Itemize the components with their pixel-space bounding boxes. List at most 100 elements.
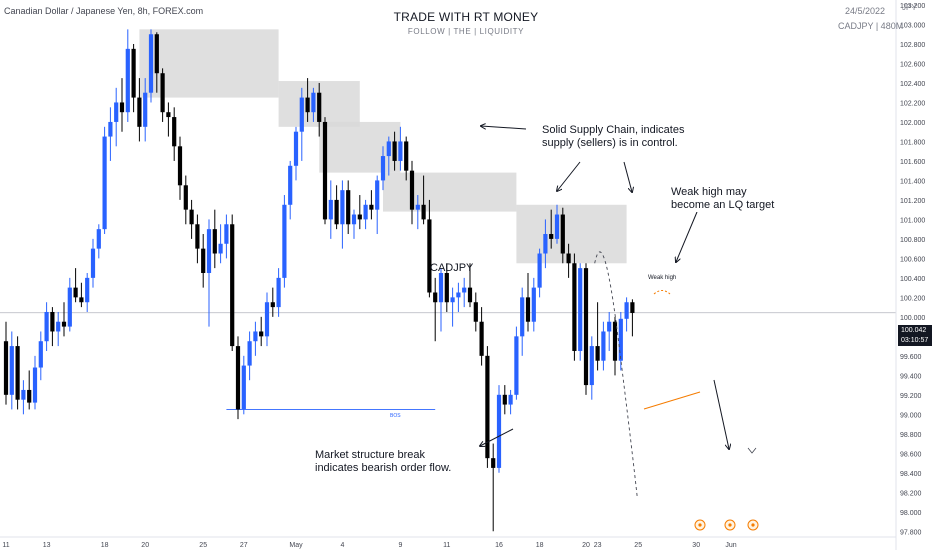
weak-high-note[interactable]: Weak high may become an LQ target [669,186,777,212]
candle-body [44,311,49,342]
candle-body [409,170,415,210]
candle [630,299,635,337]
candle-body [485,355,490,459]
candle-body [525,297,531,322]
candle-body [230,224,235,347]
candle [537,248,542,298]
candle-body [73,287,78,298]
candle-body [322,121,328,220]
candle [496,385,502,473]
candle-body [218,243,223,254]
candle [502,385,507,415]
y-tick-label: 101.800 [900,139,925,146]
candle-body [560,214,565,254]
candle-body [125,48,130,113]
candle [467,263,473,308]
candle-body [276,277,281,308]
candle [334,185,339,230]
candle [525,273,531,332]
candle [305,78,310,122]
candle-body [293,131,299,166]
y-tick-label: 101.000 [900,217,925,224]
y-tick-label: 97.800 [900,529,922,536]
candle [148,29,154,103]
event-icons[interactable] [694,519,759,531]
x-tick-label: 25 [199,542,207,549]
market-structure-note[interactable]: Market structure break indicates bearish… [313,449,454,475]
candle [119,78,125,132]
y-tick-label: 101.400 [900,178,925,185]
candle [427,199,432,298]
supply-zones [139,29,627,264]
chart-subtitle: FOLLOW | THE | LIQUIDITY [407,27,525,36]
y-tick-label: 103.000 [900,22,925,29]
weak-high-label: Weak high [648,275,677,281]
candle-body [351,214,357,225]
candle [485,346,490,468]
candle-body [241,365,246,410]
projection-dashed-arrowhead [747,447,757,454]
candle-body [438,273,444,303]
candle [479,307,484,366]
y-tick-label: 100.200 [900,295,925,302]
candle-body [259,331,264,337]
candle [195,214,200,264]
x-tick-label: 13 [43,542,51,549]
candle [9,331,14,410]
candle [601,321,606,371]
y-tick-label: 98.000 [900,510,922,517]
candle-body [467,287,473,303]
supply-chain-note[interactable]: Solid Supply Chain, indicates supply (se… [540,124,687,150]
candle-body [177,146,183,186]
y-tick-label: 102.000 [900,120,925,127]
candle-body [578,268,583,351]
candle-body [253,331,258,342]
candle [380,146,386,191]
x-tick-label: 4 [340,542,344,549]
x-tick-label: May [289,542,303,549]
candle-body [444,273,449,303]
arrow-to-supply-zone [481,126,527,130]
candle-body [537,253,542,288]
y-tick-label: 102.400 [900,81,925,88]
candle-body [363,204,368,220]
candle [177,136,183,200]
candle-body [189,209,194,225]
x-tick-label: 16 [495,542,503,549]
candle-body [224,224,229,244]
candle [299,87,304,161]
candle-body [554,214,560,239]
candle [154,32,159,93]
price-tag-countdown: 03:10:57 [898,335,932,346]
candle [607,311,612,351]
x-axis[interactable]: 11 13 18 20 25 27 May 4 9 11 16 18 20 23 25 30 Jun [0,536,896,549]
y-axis[interactable]: 103.200 103.000 102.800 102.600 102.400 102.2… [895,0,932,550]
candle [543,219,548,269]
candle-body [404,141,409,171]
candle [317,82,322,137]
candle [560,207,565,264]
candle [624,297,629,332]
currency-label: JPY [902,3,917,12]
candle [421,175,426,225]
candle [282,195,287,288]
arrow-to-zone-5 [623,161,632,192]
candle-body [247,341,252,366]
candle [392,131,397,171]
candle-body [340,190,345,225]
candle [322,117,328,225]
arrow-to-zone-4 [557,161,581,191]
candle-body [502,394,507,405]
candle [235,336,241,420]
candle [270,287,275,317]
candle-body [624,302,629,319]
candle [96,224,101,259]
x-tick-label: 11 [2,542,9,549]
x-tick-label: Jun [725,542,736,549]
candle [15,336,20,410]
x-tick-label: 18 [536,542,544,549]
candle-body [514,336,519,395]
event-icon-dot [751,523,755,527]
